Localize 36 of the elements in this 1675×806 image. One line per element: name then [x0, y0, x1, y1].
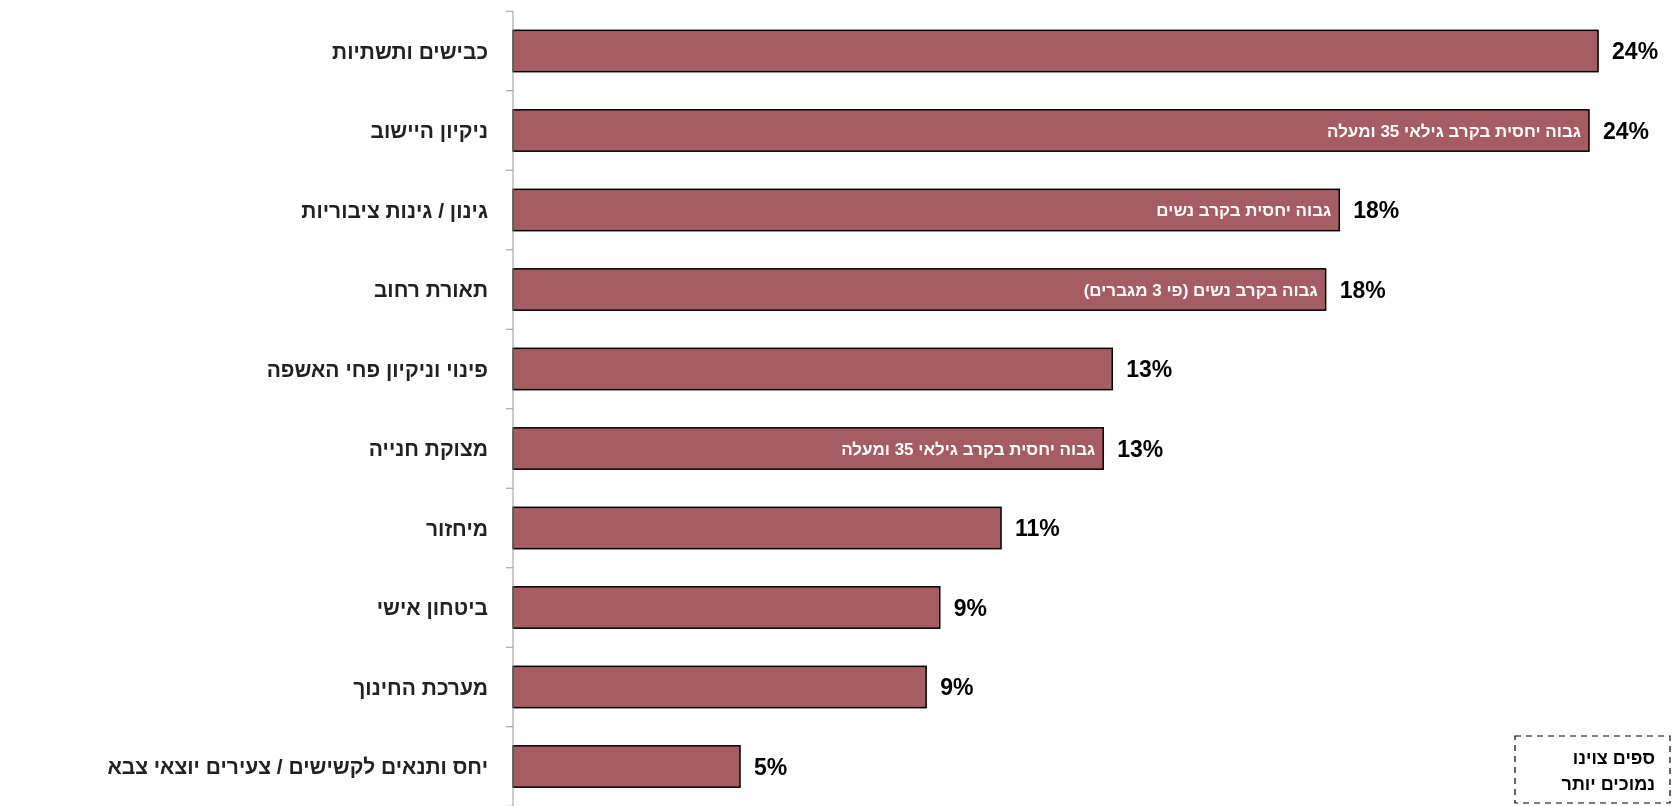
data-label: 13% — [1117, 435, 1164, 462]
bar — [512, 506, 1002, 550]
data-label: 18% — [1339, 276, 1386, 303]
y-tick-label: גינון / גינות ציבוריות — [301, 198, 488, 222]
data-label: 9% — [940, 674, 974, 701]
data-label: 5% — [754, 753, 788, 780]
bar — [512, 665, 927, 709]
y-tick-label: תאורת רחוב — [373, 278, 488, 302]
data-label: 9% — [953, 594, 988, 621]
y-tick-label: ניקיון היישוב — [370, 119, 488, 143]
annotation: ספים צוינו — [1572, 748, 1655, 768]
y-tick-label: מיחזור — [426, 516, 488, 540]
bar — [512, 745, 741, 788]
bar — [512, 347, 1114, 391]
data-label: 11% — [1015, 515, 1060, 542]
y-tick-label: מצוקת חנייה — [368, 437, 488, 461]
data-label: 18% — [1353, 197, 1400, 224]
y-tick-label: יחס ותנאים לקשישים / צעירים יוצאי צבא — [107, 755, 488, 779]
bar — [512, 268, 1327, 311]
y-tick-label: כבישים ותשתיות — [332, 39, 488, 63]
y-tick-label: מערכת החינוך — [353, 675, 488, 699]
annotation: גבוה בקרב נשים (פי 3 מגברים) — [1083, 280, 1318, 300]
bar — [512, 586, 941, 629]
data-label: 24% — [1612, 38, 1659, 65]
data-label: 13% — [1126, 356, 1173, 383]
bar — [512, 188, 1341, 232]
bar — [512, 427, 1104, 470]
y-tick-label: ביטחון אישי — [376, 596, 488, 620]
bar — [512, 109, 1590, 152]
y-tick-label: פינוי וניקיון פחי האשפה — [266, 357, 488, 381]
bar — [512, 29, 1599, 73]
annotation: גבוה יחסית בקרב נשים — [1156, 201, 1332, 221]
annotation: נמוכים יותר — [1561, 774, 1655, 794]
annotation: גבוה יחסית בקרב גילאי 35 ומעלה — [841, 439, 1096, 459]
data-label: 24% — [1602, 117, 1650, 144]
annotation: גבוה יחסית בקרב גילאי 35 ומעלה — [1327, 121, 1581, 141]
